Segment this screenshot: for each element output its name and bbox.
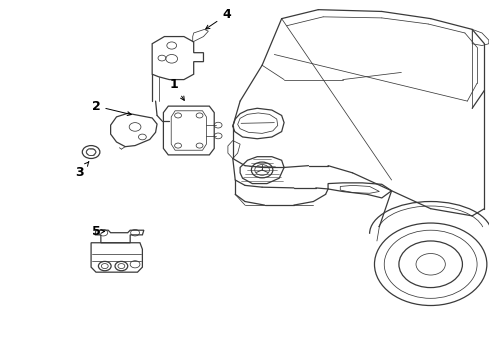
Text: 5: 5 xyxy=(92,225,105,238)
Text: 4: 4 xyxy=(206,9,231,29)
Text: 1: 1 xyxy=(170,78,184,100)
Text: 3: 3 xyxy=(75,162,89,179)
Text: 2: 2 xyxy=(92,100,131,116)
